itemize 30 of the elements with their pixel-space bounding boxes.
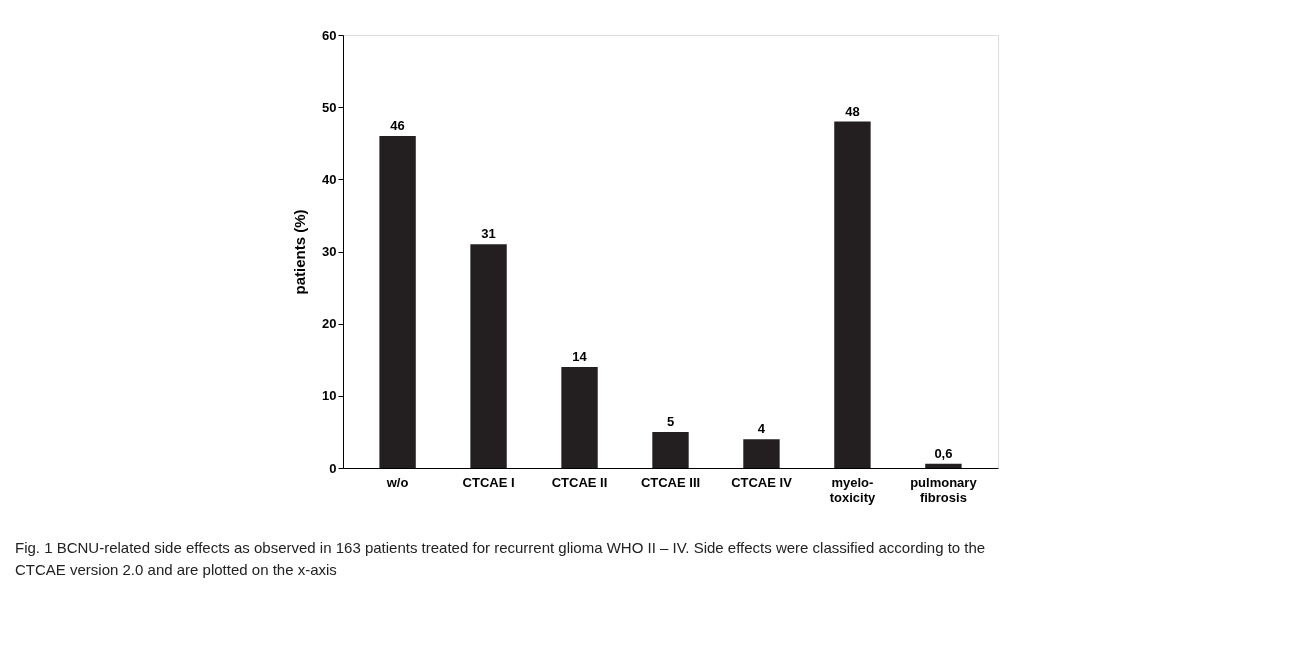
x-tick-label: myelo- toxicity <box>829 474 876 505</box>
x-tick-label: CTCAE II <box>551 474 608 490</box>
bar <box>470 244 507 468</box>
x-tick-label: CTCAE IV <box>731 474 793 490</box>
bar <box>652 431 689 468</box>
data-label: 46 <box>390 118 405 134</box>
y-tick-label: 10 <box>322 388 337 404</box>
data-label: 31 <box>481 226 496 242</box>
caption: Fig. 1 BCNU-related side effects as observed in 163 patients treated for recurrent glioma WHO II – IV. Side effects were classified according to the CTCAE version 2.0 and are plotted on the x-axis <box>15 539 986 578</box>
x-tick-label: w/o <box>385 474 409 490</box>
bar <box>561 366 598 468</box>
bar <box>379 136 416 468</box>
data-label: 5 <box>666 413 675 429</box>
y-axis-title: patients (%) <box>291 209 309 295</box>
y-tick-label: 0 <box>329 460 337 476</box>
data-label: 48 <box>845 103 860 119</box>
y-tick-label: 40 <box>322 171 337 187</box>
x-tick-label: pulmonary fibrosis <box>910 474 978 505</box>
y-tick-label: 50 <box>322 99 337 115</box>
y-tick-label: 20 <box>322 316 337 332</box>
y-tick-label: 30 <box>322 244 337 259</box>
data-label: 14 <box>572 348 588 364</box>
x-tick-label: CTCAE III <box>640 474 701 490</box>
bar <box>743 439 780 468</box>
bar <box>925 463 962 468</box>
bar <box>834 121 871 468</box>
data-label: 4 <box>757 421 766 437</box>
data-label: 0,6 <box>934 445 953 461</box>
y-tick-label: 60 <box>322 27 337 43</box>
x-tick-label: CTCAE I <box>462 474 515 490</box>
